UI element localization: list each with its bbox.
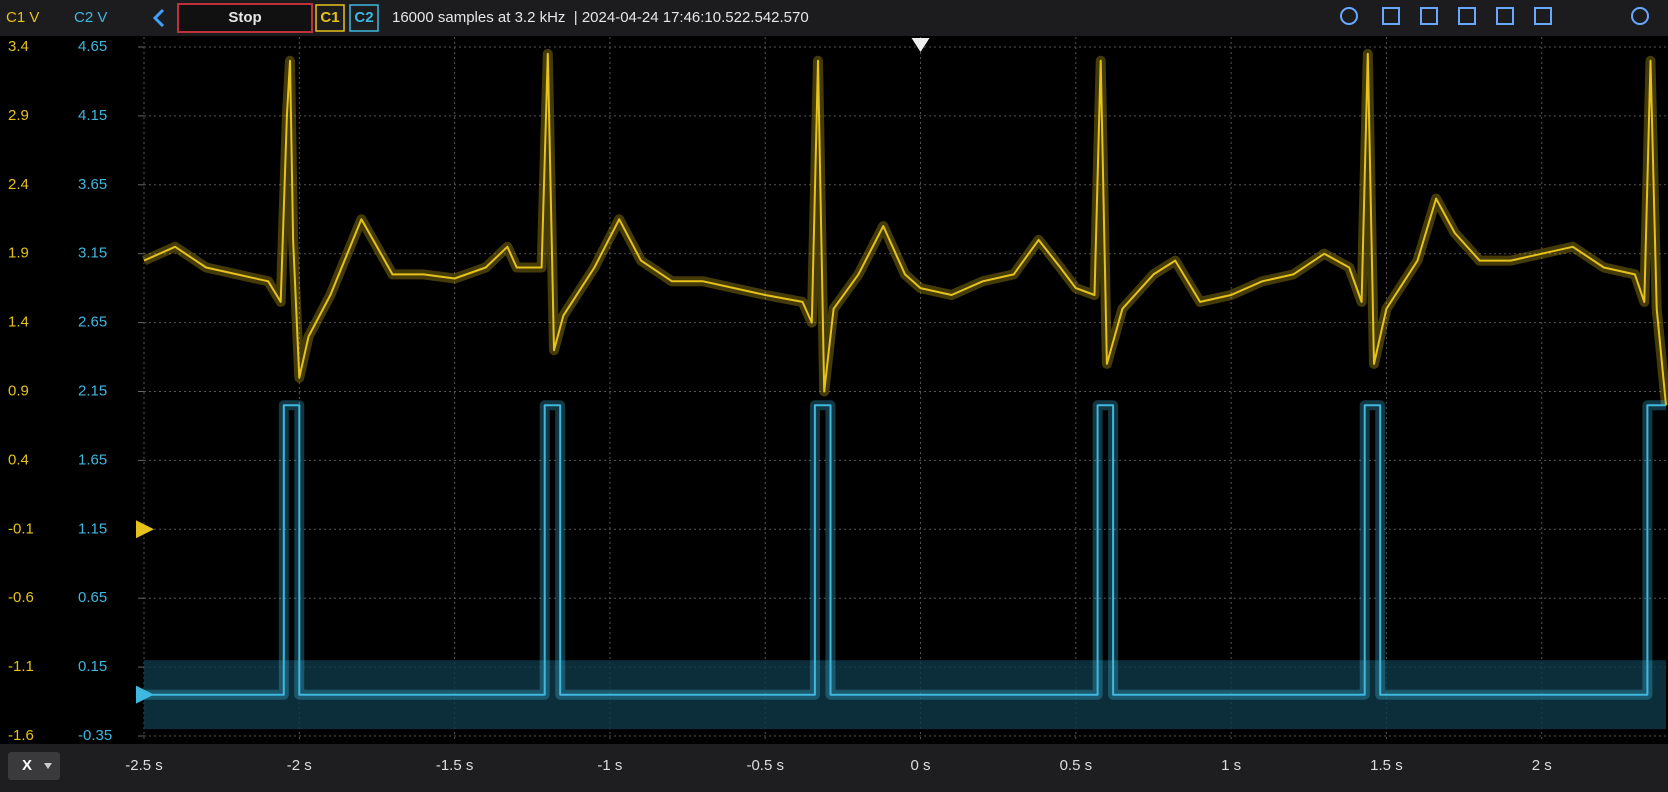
x-tick-label: -2.5 s	[125, 757, 163, 774]
y2-tick-label: 0.65	[78, 589, 107, 606]
x-tick-label: 2 s	[1532, 757, 1552, 774]
back-arrow[interactable]	[152, 8, 165, 28]
y2-tick-label: 2.65	[78, 314, 107, 331]
c1-toggle-label: C1	[320, 9, 339, 26]
x-tick-label: 1.5 s	[1370, 757, 1403, 774]
cursor-icon[interactable]	[1382, 7, 1400, 25]
c1-axis-label: C1 V	[6, 9, 39, 26]
c2-offset-marker	[136, 685, 154, 704]
y2-tick-label: 3.15	[78, 245, 107, 262]
c1-offset-marker	[136, 520, 154, 539]
trace	[143, 52, 1667, 406]
y-tick-label: 3.4	[8, 38, 29, 55]
y2-tick-label: -0.35	[78, 727, 112, 744]
x-button-label: X	[22, 757, 32, 774]
zoom-icon[interactable]	[1340, 7, 1358, 25]
c2-axis-label: C2 V	[74, 9, 107, 26]
x-button-caret	[44, 763, 52, 769]
y-tick-label: 0.9	[8, 382, 29, 399]
plot-background	[136, 37, 1666, 740]
y2-tick-label: 0.15	[78, 658, 107, 675]
trigger-marker	[911, 38, 930, 52]
y2-tick-label: 4.15	[78, 107, 107, 124]
hcursor-icon[interactable]	[1420, 7, 1438, 25]
x-button[interactable]	[8, 752, 60, 780]
x-tick-label: -2 s	[287, 757, 312, 774]
y-tick-label: 1.4	[8, 314, 29, 331]
y-tick-label: -1.1	[8, 658, 34, 675]
list-icon[interactable]	[1496, 7, 1514, 25]
vcursor-icon[interactable]	[1458, 7, 1476, 25]
y2-tick-label: 3.65	[78, 176, 107, 193]
stop-label: Stop	[228, 9, 261, 26]
y2-tick-label: 4.65	[78, 38, 107, 55]
stop-button[interactable]	[177, 3, 313, 33]
y-tick-label: 2.9	[8, 107, 29, 124]
x-tick-label: -1 s	[597, 757, 622, 774]
plot-area	[136, 37, 1668, 740]
x-tick-label: 0.5 s	[1060, 757, 1093, 774]
x-tick-label: -1.5 s	[436, 757, 474, 774]
search-icon[interactable]	[1631, 7, 1649, 25]
y2-tick-label: 2.15	[78, 382, 107, 399]
acquisition-info: 16000 samples at 3.2 kHz | 2024-04-24 17…	[392, 9, 809, 26]
x-axis-band	[0, 744, 1668, 792]
x-tick-label: -0.5 s	[746, 757, 784, 774]
y-tick-label: 2.4	[8, 176, 29, 193]
y2-tick-label: 1.65	[78, 451, 107, 468]
y-tick-label: 1.9	[8, 245, 29, 262]
y-tick-label: -1.6	[8, 727, 34, 744]
y-tick-label: 0.4	[8, 451, 29, 468]
y-tick-label: -0.6	[8, 589, 34, 606]
c2-toggle[interactable]	[349, 4, 379, 32]
x-tick-label: 0 s	[911, 757, 931, 774]
c1-toggle[interactable]	[315, 4, 345, 32]
trace	[144, 404, 1666, 696]
x-tick-label: 1 s	[1221, 757, 1241, 774]
channels-icon[interactable]	[1534, 7, 1552, 25]
c2-toggle-label: C2	[354, 9, 373, 26]
toolbar-icons	[1340, 7, 1649, 25]
y2-tick-label: 1.15	[78, 520, 107, 537]
y-tick-label: -0.1	[8, 520, 34, 537]
